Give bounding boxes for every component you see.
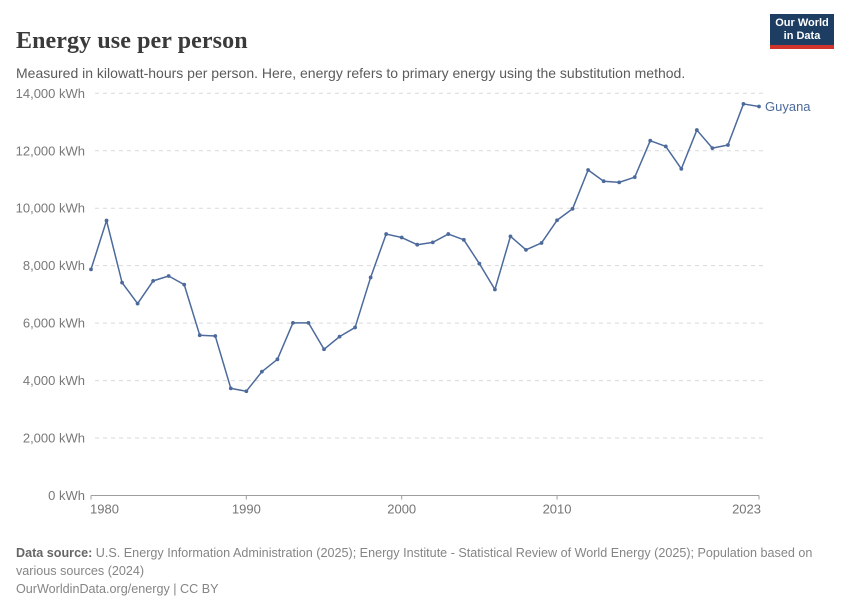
owid-logo-line1: Our World: [775, 17, 829, 29]
y-axis-tick-label: 14,000 kWh: [16, 86, 85, 101]
y-axis-tick-label: 0 kWh: [48, 488, 85, 503]
data-point: [120, 280, 124, 285]
line-series-guyana: [90, 103, 760, 392]
y-axis-tick-label: 8,000 kWh: [23, 258, 85, 273]
data-point: [104, 218, 109, 223]
data-point: [694, 128, 699, 132]
data-point: [726, 143, 730, 147]
data-point: [524, 247, 528, 252]
y-axis-tick-label: 2,000 kWh: [23, 431, 85, 446]
owid-logo-line2: in Data: [783, 30, 821, 42]
data-point: [648, 138, 653, 143]
data-point: [259, 369, 264, 374]
owid-logo[interactable]: Our World in Data: [770, 14, 834, 49]
data-point: [679, 166, 684, 171]
y-axis-tick-label: 10,000 kWh: [16, 201, 85, 216]
data-point: [710, 146, 715, 151]
data-point: [741, 102, 746, 106]
data-point: [197, 333, 202, 338]
data-point: [601, 179, 606, 184]
license-link[interactable]: OurWorldinData.org/energy | CC BY: [16, 581, 219, 596]
data-point: [415, 242, 420, 247]
data-point: [477, 261, 482, 266]
data-point: [368, 275, 373, 280]
data-point: [384, 232, 389, 236]
data-point: [337, 334, 342, 339]
owid-logo-stripe: [770, 45, 834, 49]
data-point: [757, 104, 761, 109]
data-source-text: Data source: U.S. Energy Information Adm…: [16, 544, 822, 581]
y-axis-tick-label: 4,000 kWh: [23, 373, 85, 388]
data-point: [461, 237, 466, 242]
x-axis-tick-label: 1990: [232, 502, 261, 517]
data-point: [632, 175, 637, 180]
data-point: [586, 168, 591, 172]
data-point: [322, 347, 326, 352]
data-source-label: Data source:: [16, 545, 93, 560]
x-axis-tick-label: 1980: [90, 502, 119, 517]
data-point: [213, 334, 218, 338]
data-point: [663, 144, 668, 149]
data-point: [135, 301, 140, 306]
data-point: [291, 320, 295, 325]
data-point: [539, 241, 544, 245]
data-point: [275, 357, 280, 362]
data-point: [493, 287, 497, 292]
page-title: Energy use per person: [16, 28, 248, 55]
x-axis-tick-label: 2000: [387, 502, 416, 517]
data-point: [89, 267, 93, 272]
x-axis-tick-label: 2010: [543, 502, 572, 517]
data-point: [617, 180, 622, 185]
data-point: [151, 278, 156, 283]
series-end-label: Guyana: [765, 99, 811, 114]
data-point: [555, 218, 559, 223]
data-point: [508, 234, 513, 239]
data-point: [353, 325, 357, 330]
data-point: [244, 389, 249, 394]
data-point: [570, 206, 575, 211]
y-axis-tick-label: 12,000 kWh: [16, 143, 85, 158]
data-point: [182, 282, 187, 287]
y-axis-tick-label: 6,000 kWh: [23, 316, 85, 331]
data-point: [399, 235, 404, 240]
energy-line-chart: 0 kWh 2,000 kWh 4,000 kWh 6,000 kWh 8,000 kW…: [16, 86, 812, 517]
data-point: [446, 232, 451, 236]
data-point: [430, 240, 435, 245]
x-axis-tick-label: 2023: [732, 502, 761, 517]
data-point: [166, 274, 171, 278]
page-subtitle: Measured in kilowatt-hours per person. H…: [16, 65, 686, 81]
owid-logo-text: Our World in Data: [770, 14, 834, 45]
data-point: [228, 386, 233, 391]
data-source-value: U.S. Energy Information Administration (…: [16, 545, 813, 579]
data-point: [306, 320, 311, 325]
